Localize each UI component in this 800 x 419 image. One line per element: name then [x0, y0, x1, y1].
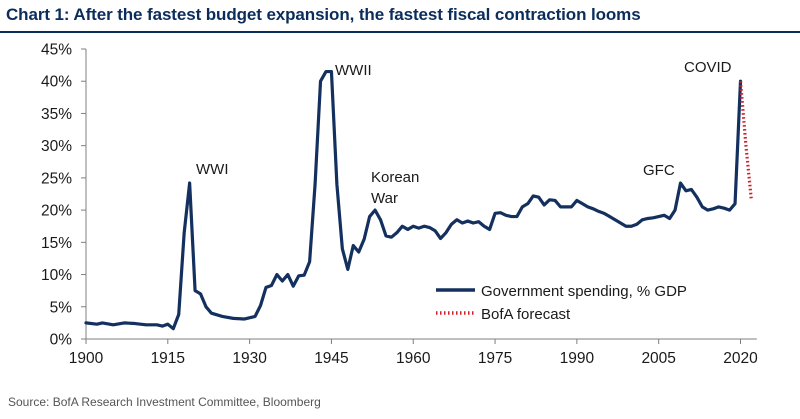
- annotation-covid: COVID: [684, 59, 732, 76]
- annotation-wwii: WWII: [335, 62, 372, 79]
- x-tick-label: 1900: [69, 350, 104, 367]
- page-title: Chart 1: After the fastest budget expans…: [6, 5, 641, 24]
- y-tick-label: 35%: [41, 106, 72, 123]
- y-tick-label: 15%: [41, 235, 72, 252]
- annotation-korean-war-line1: Korean: [371, 169, 419, 186]
- legend-label-spending: Government spending, % GDP: [481, 283, 687, 300]
- annotations: WWI WWII Korean War GFC COVID: [196, 59, 732, 207]
- title-divider: [0, 31, 800, 33]
- annotation-korean-war-line2: War: [371, 190, 398, 207]
- x-tick-label: 2005: [641, 350, 675, 367]
- legend-label-forecast: BofA forecast: [481, 306, 571, 323]
- y-tick-label: 30%: [41, 138, 72, 155]
- y-tick-label: 0%: [50, 332, 73, 349]
- x-tick-label: 1975: [478, 350, 512, 367]
- annotation-wwi: WWI: [196, 161, 228, 178]
- x-tick-label: 1930: [232, 350, 267, 367]
- source-note: Source: BofA Research Investment Committ…: [8, 395, 321, 409]
- x-tick-label: 1990: [560, 350, 595, 367]
- annotation-gfc: GFC: [643, 162, 675, 179]
- y-tick-label: 40%: [41, 74, 72, 91]
- series-line-bofa-forecast: [738, 81, 754, 201]
- axes: 0% 5% 10% 15% 20% 25% 30% 35% 40% 45% 1900 1915 1930…: [41, 42, 758, 368]
- y-tick-label: 10%: [41, 267, 72, 284]
- legend: Government spending, % GDP BofA forecast: [436, 283, 687, 323]
- y-tick-label: 5%: [50, 299, 73, 316]
- x-tick-label: 1960: [396, 350, 431, 367]
- x-tick-label: 1915: [151, 350, 185, 367]
- y-tick-label: 20%: [41, 203, 72, 220]
- x-tick-label: 1945: [314, 350, 348, 367]
- y-tick-label: 25%: [41, 170, 72, 187]
- series-line-government-spending: [84, 69, 743, 331]
- series-layer: [84, 69, 754, 331]
- y-tick-label: 45%: [41, 42, 72, 59]
- x-tick-label: 2020: [723, 350, 758, 367]
